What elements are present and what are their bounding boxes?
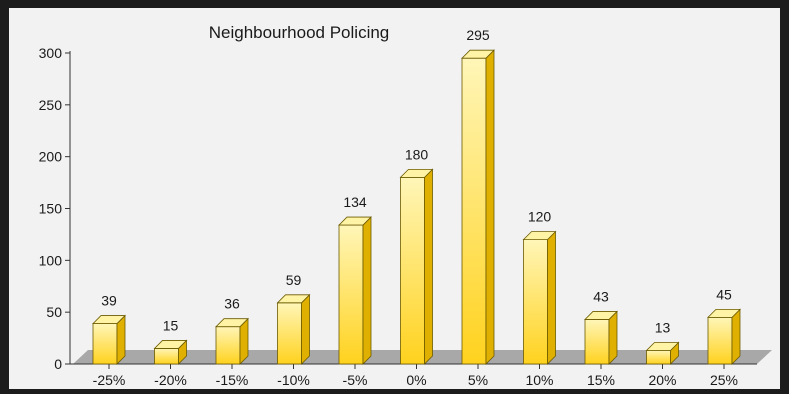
data-label: 120 [528,209,552,225]
data-label: 59 [286,272,302,288]
bar-side [547,230,556,365]
x-tick-label: 20% [648,372,676,388]
bar-front [523,239,548,365]
bar-front [215,326,241,365]
bar [584,310,618,365]
x-tick-label: -5% [343,372,368,388]
x-tick-label: 25% [710,372,738,388]
y-tick-label: 50 [46,304,62,320]
bar-top [522,231,557,241]
chart-frame: Neighbourhood Policing 0 50 100 150 200 250 30… [9,8,780,389]
y-tick-label: 150 [39,201,63,217]
bar-front [338,224,364,365]
bar [522,230,557,365]
data-label: 15 [163,317,179,333]
bar-front [646,350,671,365]
bar-front [400,176,425,365]
y-tick-label: 0 [54,356,62,372]
bar-front [707,316,733,365]
bar-top [645,342,680,351]
bar [461,49,495,365]
bar-top [215,318,249,328]
chart-title: Neighbourhood Policing [209,23,390,42]
data-label: 13 [655,320,671,336]
y-tick-label: 100 [39,252,63,268]
data-label: 36 [224,296,240,312]
bar-side [608,310,618,365]
bar [707,308,741,365]
x-tick-label: -20% [154,372,187,388]
bar-top [92,315,126,324]
bar-top [338,216,372,226]
bar [276,293,311,365]
data-label: 295 [466,27,490,43]
bar [215,317,249,365]
data-label: 43 [593,288,609,304]
bar-side [485,49,495,365]
bar [399,168,434,365]
bar-chart: Neighbourhood Policing 0 50 100 150 200 250 30… [39,23,772,388]
y-tick-label: 300 [39,45,63,61]
bar-top [153,340,188,349]
bar-side [301,293,310,365]
bar-front [461,57,487,365]
x-tick-label: -15% [216,372,249,388]
bar-side [362,216,372,365]
y-tick-label: 250 [39,97,63,113]
x-tick-label: 5% [468,372,488,388]
x-tick-label: 10% [525,372,553,388]
bar-side [731,308,741,365]
bar [645,341,680,365]
bar [153,339,188,365]
bar-top [584,311,618,320]
bar-top [276,294,311,304]
x-tick-label: -10% [277,372,310,388]
bar-top [707,308,741,318]
data-label: 134 [343,194,367,210]
bar-side [424,168,433,365]
data-label: 180 [405,146,429,162]
x-tick-label: 0% [406,372,426,388]
bar-front [277,302,302,365]
x-tick-label: -25% [93,372,126,388]
y-tick-label: 200 [39,149,63,165]
data-label: 39 [101,293,117,309]
bar-top [461,49,495,59]
bar-front [584,319,610,365]
bar-front [92,323,118,365]
bar-front [154,348,179,365]
x-tick-label: 15% [587,372,615,388]
bar [338,216,372,365]
bar-top [399,168,434,178]
bar [92,314,126,365]
data-label: 45 [716,286,732,302]
